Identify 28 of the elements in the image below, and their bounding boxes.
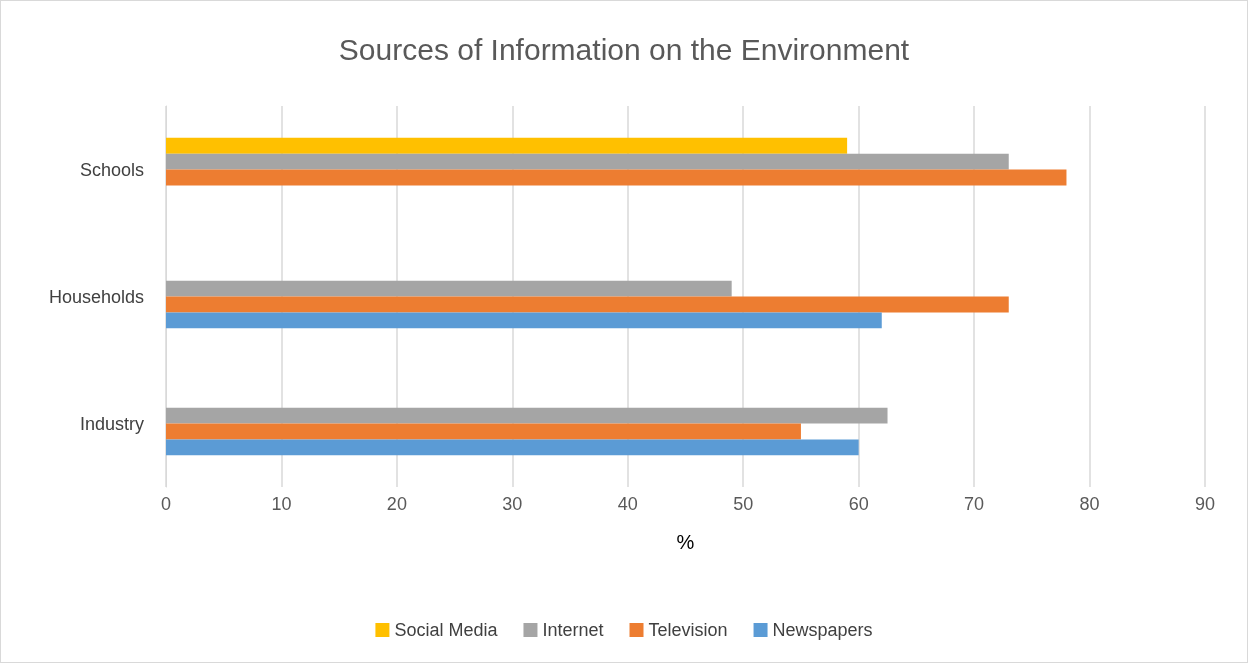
- x-tick-label: 40: [617, 494, 638, 514]
- x-tick-label: 10: [271, 494, 292, 514]
- y-tick-label: Industry: [79, 413, 144, 434]
- y-tick-label: Households: [48, 286, 144, 307]
- bar: [166, 169, 1067, 186]
- x-tick-label: 60: [848, 494, 869, 514]
- legend-label: Social Media: [394, 620, 499, 640]
- chart-title: Sources of Information on the Environment: [338, 32, 910, 66]
- x-tick-label: 90: [1194, 494, 1216, 514]
- x-axis-title: %: [676, 531, 695, 553]
- bar: [166, 407, 888, 424]
- x-tick-label: 0: [160, 494, 172, 514]
- bar: [166, 423, 801, 440]
- bar: [166, 312, 882, 329]
- y-tick-label: Schools: [79, 159, 144, 180]
- x-tick-label: 70: [964, 494, 985, 514]
- bar: [166, 137, 848, 154]
- x-tick-label: 30: [502, 494, 523, 514]
- bar: [166, 296, 1009, 313]
- legend-label: Internet: [542, 620, 604, 640]
- x-tick-label: 50: [733, 494, 754, 514]
- legend-label: Television: [648, 620, 728, 640]
- bar: [166, 439, 859, 456]
- x-tick-label: 20: [386, 494, 407, 514]
- bar: [166, 280, 732, 297]
- bar: [166, 153, 1009, 170]
- legend-label: Newspapers: [772, 620, 873, 640]
- x-tick-label: 80: [1079, 494, 1100, 514]
